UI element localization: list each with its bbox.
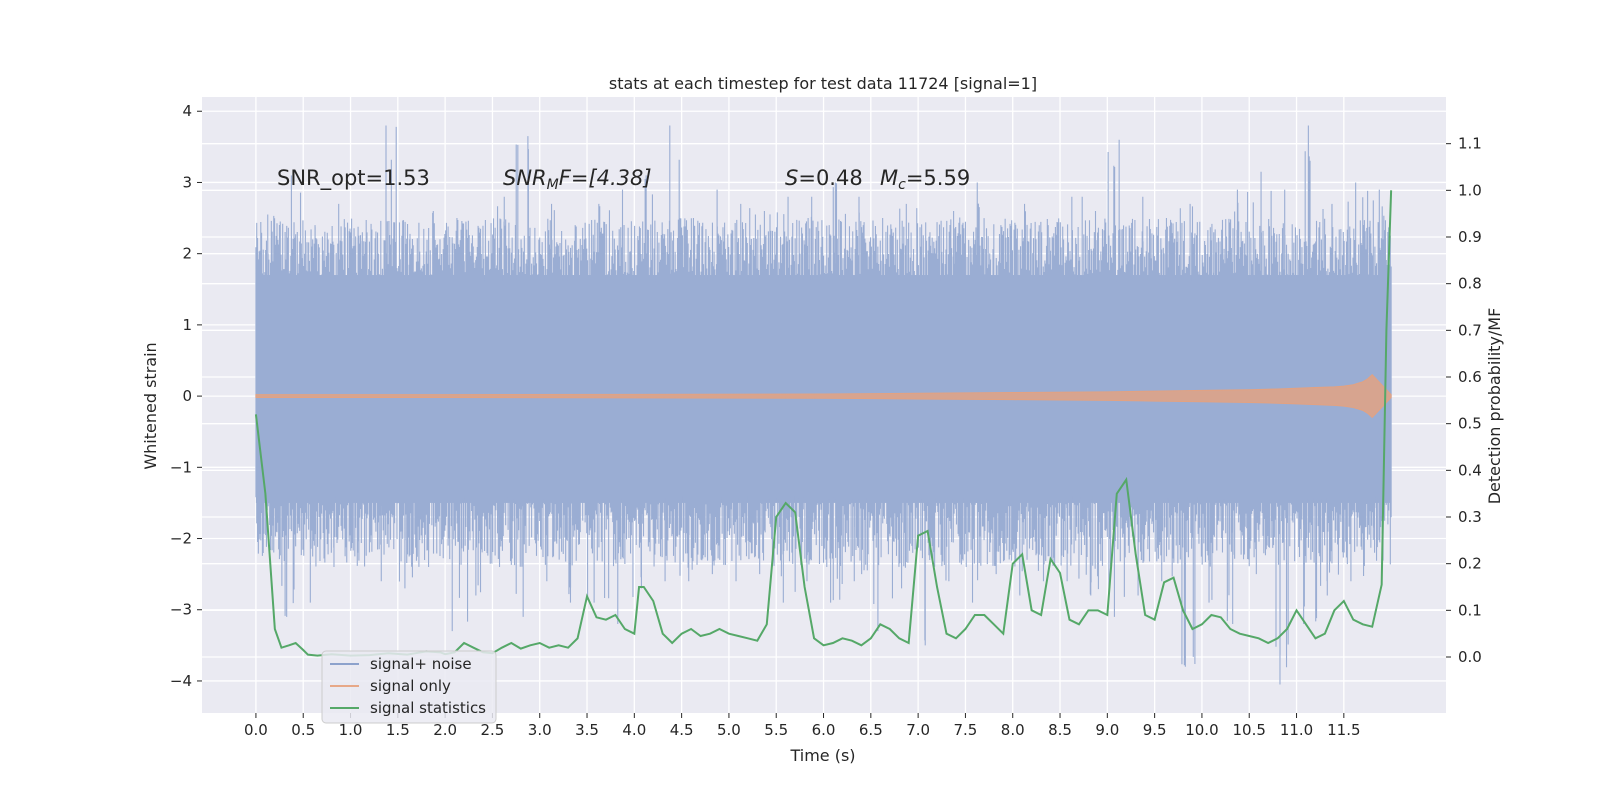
annotation-snr-mf-main: SNR: [503, 166, 547, 190]
x-tick-label: 9.5: [1143, 721, 1167, 739]
y-tick-label: −1: [170, 458, 192, 476]
x-tick-label: 3.0: [528, 721, 552, 739]
x-tick-label: 11.5: [1327, 721, 1360, 739]
y2-tick-label: 0.6: [1458, 368, 1482, 386]
y2-tick-label: 0.7: [1458, 321, 1482, 339]
annotation-snr-mf-rest: F=[4.38]: [559, 166, 652, 190]
annotation-mc-sub: c: [898, 177, 906, 193]
x-axis-label: Time (s): [789, 746, 855, 765]
annotation-s-sym: S: [785, 166, 798, 190]
chart-title: stats at each timestep for test data 117…: [609, 74, 1037, 93]
x-tick-label: 0.5: [291, 721, 315, 739]
y2-tick-label: 1.0: [1458, 181, 1482, 199]
y-tick-label: −2: [170, 530, 192, 548]
y2-tick-label: 0.2: [1458, 555, 1482, 573]
y-axis-label: Whitened strain: [141, 342, 160, 469]
y2-tick-label: 0.4: [1458, 461, 1482, 479]
legend-box: [321, 650, 497, 724]
x-tick-label: 6.5: [859, 721, 883, 739]
x-tick-label: 6.0: [812, 721, 836, 739]
noise-series-layer: [255, 125, 1392, 685]
y2-tick-label: 0.8: [1458, 275, 1482, 293]
annotation-s-val: =0.48: [798, 166, 862, 190]
y2-tick-label: 0.9: [1458, 228, 1482, 246]
annotation-s: S=0.48: [785, 166, 863, 190]
annotation-mc: Mc=5.59: [880, 166, 970, 193]
x-tick-label: 10.0: [1185, 721, 1218, 739]
annotation-mc-val: =5.59: [906, 166, 970, 190]
y-tick-label: 1: [182, 316, 192, 334]
y2-tick-label: 0.3: [1458, 508, 1482, 526]
x-tick-label: 10.5: [1233, 721, 1266, 739]
legend-label-noise: signal+ noise: [370, 655, 472, 673]
x-tick-label: 1.0: [339, 721, 363, 739]
x-tick-label: 7.5: [953, 721, 977, 739]
x-tick-label: 4.5: [670, 721, 694, 739]
y-tick-label: 2: [182, 245, 192, 263]
x-tick-label: 5.5: [764, 721, 788, 739]
x-tick-label: 2.0: [433, 721, 457, 739]
x-tick-label: 7.0: [906, 721, 930, 739]
legend: signal+ noise signal only signal statist…: [321, 650, 497, 724]
y-tick-label: 4: [182, 102, 192, 120]
x-tick-label: 8.0: [1001, 721, 1025, 739]
x-tick-label: 9.0: [1095, 721, 1119, 739]
x-tick-label: 4.0: [622, 721, 646, 739]
y-tick-label: −3: [170, 601, 192, 619]
legend-label-signal: signal only: [370, 677, 451, 695]
y-tick-label: 3: [182, 173, 192, 191]
y2-tick-label: 0.5: [1458, 415, 1482, 433]
annotation-snr-mf-sub: M: [547, 177, 559, 193]
x-tick-label: 1.5: [386, 721, 410, 739]
annotation-snr-opt: SNR_opt=1.53: [277, 166, 430, 191]
y-tick-label: −4: [170, 672, 192, 690]
axis-ticks: 0.0 0.5 1.0 1.5 2.0 2.5 3.0 3.5 4.0 4.5 5.0 5.5 6.0 6…: [170, 102, 1482, 739]
y2-axis-label: Detection probability/MF: [1485, 308, 1504, 505]
x-tick-label: 3.5: [575, 721, 599, 739]
y2-tick-label: 0.1: [1458, 601, 1482, 619]
y2-tick-label: 0.0: [1458, 648, 1482, 666]
signal-only-series: [255, 374, 1392, 419]
x-tick-label: 2.5: [480, 721, 504, 739]
legend-label-stat: signal statistics: [370, 699, 486, 717]
x-tick-label: 8.5: [1048, 721, 1072, 739]
y2-tick-label: 1.1: [1458, 135, 1482, 153]
x-tick-label: 11.0: [1280, 721, 1313, 739]
annotation-snr-mf: SNRMF=[4.38]: [503, 166, 652, 193]
y-tick-label: 0: [182, 387, 192, 405]
annotation-mc-sym: M: [880, 166, 898, 190]
signal-series-layer: [255, 374, 1392, 419]
x-tick-label: 0.0: [244, 721, 268, 739]
x-tick-label: 5.0: [717, 721, 741, 739]
